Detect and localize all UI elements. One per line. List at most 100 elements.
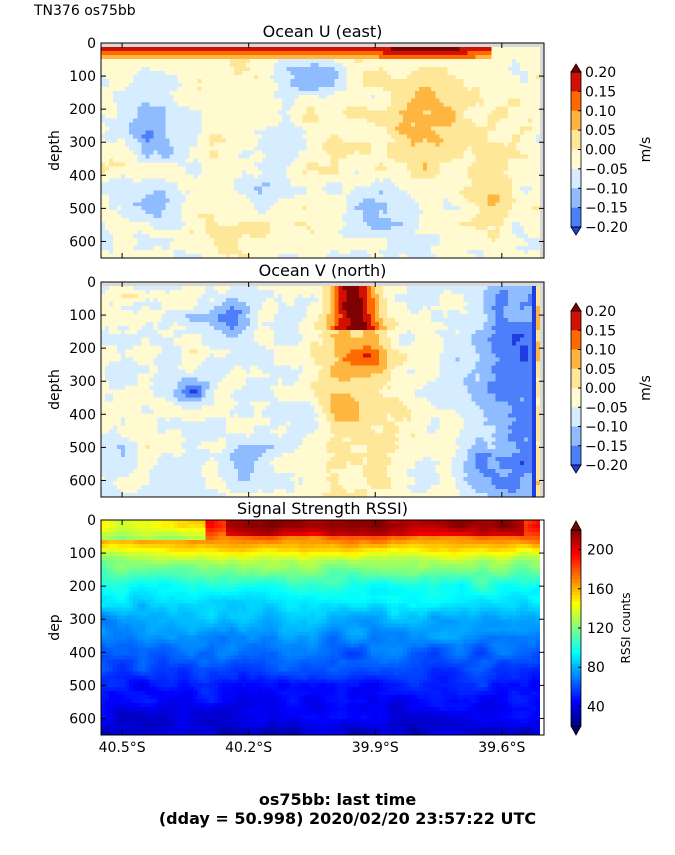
colorbar-1: 0.20 0.15 0.10 0.05 0.00 −0.05 −0.10 −0.15 −0.20… [570,63,654,236]
colorbar-segment [571,585,581,590]
colorbar-tick-label: 0.05 [585,362,616,378]
colorbar-extend-top [570,302,582,312]
colorbar-segment [571,644,581,648]
colorbar-label: m/s [638,375,654,401]
colorbar-segment [571,556,581,560]
y-tick-label: 400 [69,168,96,184]
colorbar-tick-label: 0.15 [585,84,616,100]
panel-title: Ocean U (east) [263,22,383,41]
panel-1: Ocean U (east) depth 0 100 200 300 400 500 600 [47,22,545,259]
colorbar-tick-label: 0.10 [585,343,616,359]
no-data-strip [540,282,544,497]
y-axis-label: depth [47,130,63,171]
axes-frame [100,281,545,498]
colorbar-tick-label: 160 [587,582,614,598]
colorbar-segment [571,539,581,544]
y-tick-label: 100 [69,546,96,562]
colorbar-segment [571,569,581,573]
corner-label: TN376 os75bb [34,3,136,19]
colorbar-tick-label: 0.20 [585,304,616,320]
y-tick-label: 400 [69,407,96,423]
colorbar-segment [571,686,581,691]
footer-timestamp: (dday = 50.998) 2020/02/20 23:57:22 UTC [158,809,537,828]
colorbar-extend-top [570,63,582,73]
colorbar-segment [571,706,581,711]
colorbar-extend-bottom [570,464,582,474]
colorbar-segment [571,368,581,389]
colorbar-segment [571,536,581,541]
colorbar-tick-label: −0.05 [585,400,628,416]
colorbar-3: 200 160 120 80 40 RSSI counts [570,520,633,736]
colorbar-segment [571,407,581,427]
colorbar-tick-label: 0.00 [585,381,616,397]
colorbar-tick-label: 0.05 [585,123,616,139]
colorbar-segment [571,631,581,635]
y-tick-label: 600 [69,711,96,727]
colorbar-segment [571,712,581,717]
colorbar-tick-label: 0.15 [585,323,616,339]
colorbar-segment [571,696,581,701]
colorbar-segment [571,693,581,697]
colorbar-segment [571,716,581,720]
colorbar-segment [571,188,581,208]
colorbar-segment [571,530,581,534]
colorbar-segment [571,543,581,547]
y-tick-label: 0 [87,36,96,52]
y-tick-label: 600 [69,234,96,250]
colorbar-segment [571,445,581,466]
colorbar-tick-label: 0.20 [585,65,616,81]
y-tick-label: 100 [69,69,96,85]
colorbar-tick-label: −0.20 [585,220,628,236]
colorbar-segment [571,608,581,613]
x-tick-label: 39.9°S [352,740,399,756]
colorbar-segment [571,719,581,724]
axes-frame [100,519,545,736]
colorbar-tick-label: −0.20 [585,458,628,474]
colorbar-segment [571,588,581,593]
colorbar-segment [571,647,581,652]
colorbar-segment [571,349,581,370]
colorbar-tick-label: 0.00 [585,143,616,159]
footer-title: os75bb: last time [258,790,417,809]
colorbar-segment [571,709,581,714]
colorbar-segment [571,149,581,170]
panel-2-field [101,282,545,498]
colorbar-segment [571,575,581,580]
y-tick-label: 300 [69,374,96,390]
x-tick-label: 39.6°S [478,740,525,756]
x-tick-label: 40.2°S [225,740,272,756]
colorbar-segment [571,72,581,92]
y-tick-label: 600 [69,473,96,489]
colorbar-segment [571,670,581,675]
colorbar-segment [571,680,581,684]
colorbar-tick-label: 40 [587,699,605,715]
colorbar-label: m/s [638,137,654,163]
colorbar-extend-top [570,520,582,531]
colorbar-segment [571,673,581,678]
colorbar-segment [571,621,581,626]
y-tick-label: 200 [69,579,96,595]
panel-title: Ocean V (north) [259,261,387,280]
colorbar-segment [571,592,581,596]
colorbar-segment [571,660,581,665]
colorbar-segment [571,628,581,632]
colorbar-segment [571,683,581,688]
y-tick-label: 500 [69,201,96,217]
y-tick-label: 300 [69,135,96,151]
colorbar-tick-label: −0.10 [585,420,628,436]
colorbar-extend-bottom [570,226,582,236]
colorbar-segment [571,582,581,586]
colorbar-segment [571,549,581,554]
colorbar-segment [571,618,581,622]
panel-2: Ocean V (north) depth 0 100 200 300 400 500 600 [47,261,545,498]
colorbar-segment [571,699,581,704]
colorbar-segment [571,654,581,658]
colorbar-tick-label: −0.10 [585,181,628,197]
y-tick-label: 0 [87,513,96,529]
colorbar-segment [571,690,581,694]
colorbar-segment [571,388,581,408]
y-axis-label: dep [47,614,63,641]
panel-3-field [101,520,545,736]
colorbar-segment [571,624,581,629]
